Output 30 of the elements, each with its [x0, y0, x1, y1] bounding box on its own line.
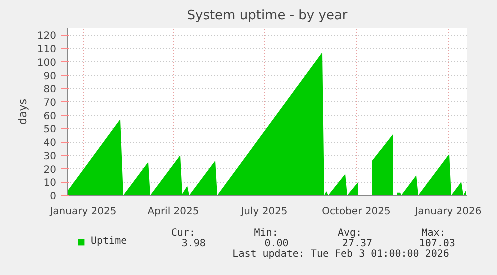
y-tick-label: 110 — [37, 44, 57, 56]
text: Cur: — [171, 228, 196, 239]
y-tick-label: 60 — [44, 111, 57, 122]
legend-label: Uptime — [91, 236, 128, 247]
y-tick-label: 30 — [44, 151, 57, 162]
y-tick-label: 40 — [44, 138, 57, 150]
y-tick-label: 120 — [37, 31, 57, 42]
y-tick-label: 0 — [50, 192, 57, 202]
text: 27.37 — [342, 238, 373, 250]
y-tick-label: 100 — [37, 58, 57, 69]
y-tick-label: 20 — [44, 164, 57, 176]
x-tick-label: April 2025 — [148, 206, 200, 218]
text: Avg: — [338, 228, 362, 239]
text: Last update: Tue Feb 3 01:00:00 2026 — [232, 249, 450, 260]
y-tick-label: 70 — [44, 98, 57, 109]
text: 0.00 — [264, 238, 289, 250]
x-tick-label: January 2025 — [49, 206, 117, 218]
text: 107.03 — [419, 238, 456, 250]
y-tick-label: 50 — [44, 124, 57, 136]
y-tick-label: 10 — [44, 178, 57, 190]
text: Min: — [254, 228, 278, 239]
chart-title: System uptime - by year — [187, 8, 348, 24]
x-tick-label: October 2025 — [322, 206, 391, 218]
y-tick-label: 80 — [44, 84, 57, 96]
text: 3.98 — [182, 238, 206, 250]
y-tick-label: 90 — [44, 71, 57, 82]
y-axis-title: days — [16, 98, 30, 125]
x-tick-label: January 2026 — [414, 206, 482, 218]
x-tick-label: July 2025 — [240, 206, 288, 218]
text: Max: — [422, 228, 446, 239]
